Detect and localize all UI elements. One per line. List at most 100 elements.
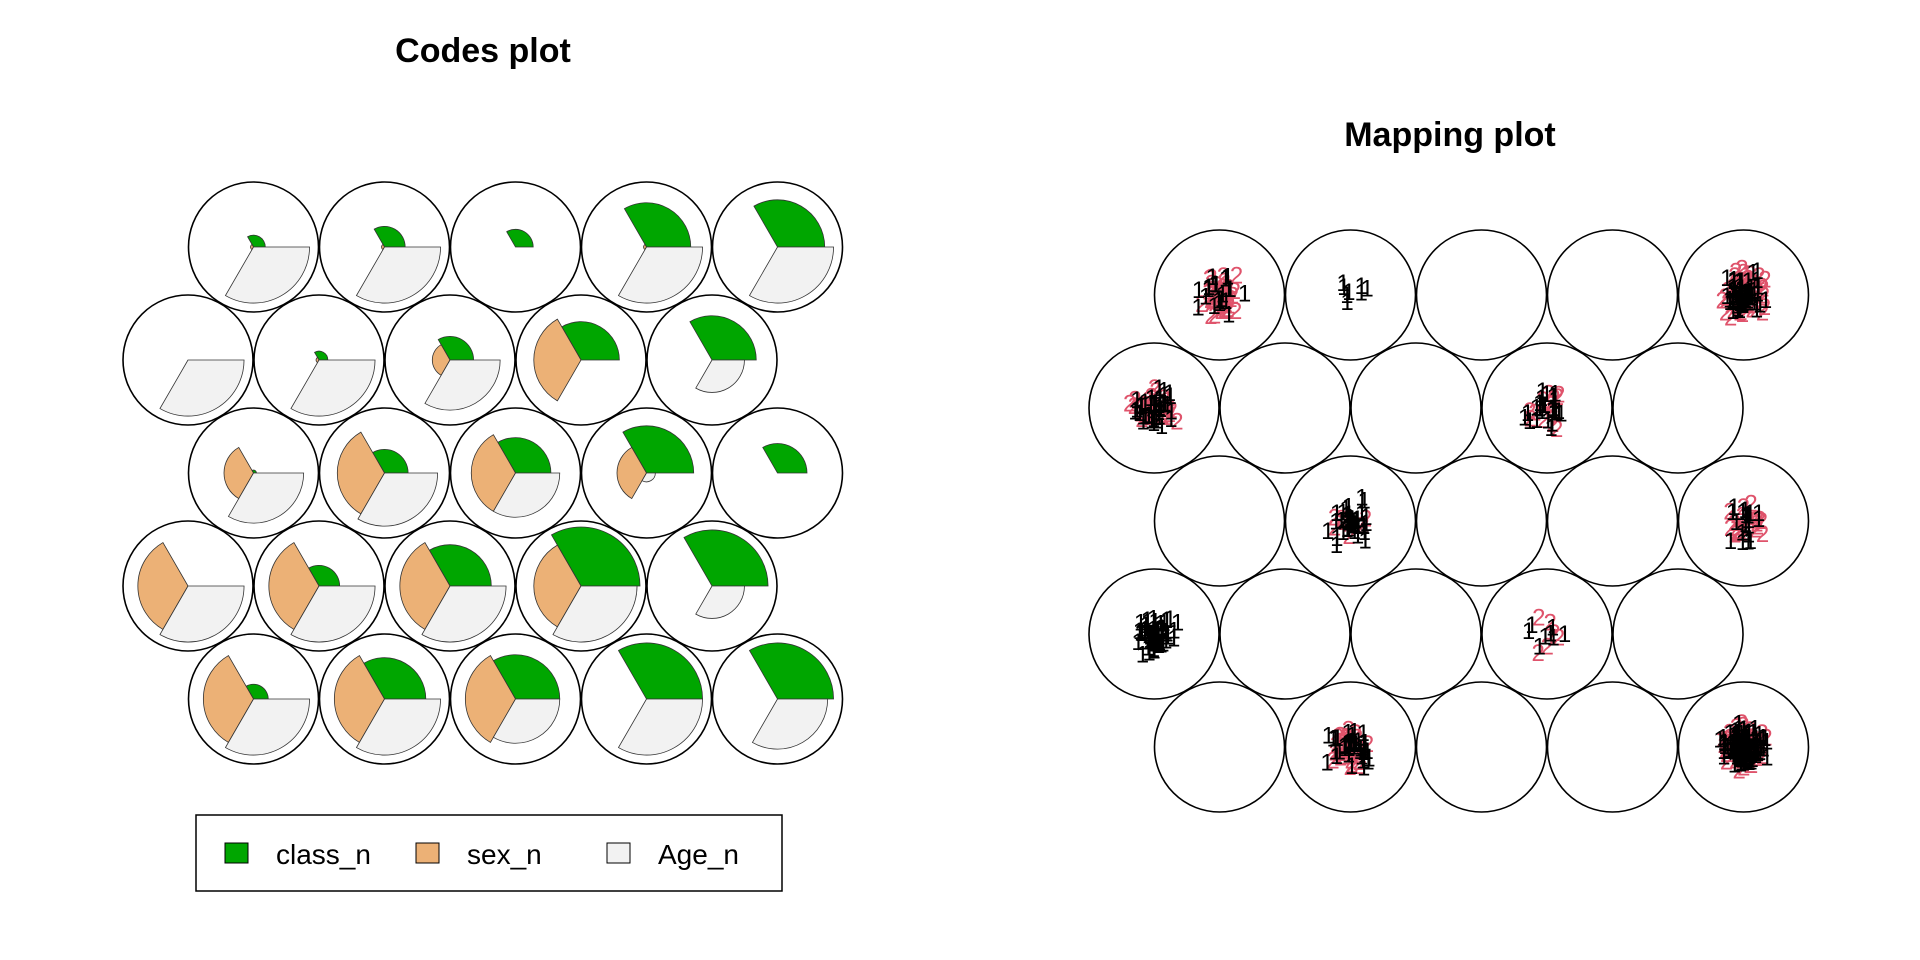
mapping-point-class-2: 2: [1128, 386, 1141, 413]
mapping-point-class-1: 1: [1139, 403, 1152, 430]
legend-label-sex-n: sex_n: [467, 839, 542, 870]
mapping-point-class-2: 2: [1739, 519, 1752, 546]
mapping-point-class-1: 1: [1342, 510, 1355, 537]
mapping-unit-r5-c1: [1153, 681, 1286, 813]
mapping-point-class-1: 1: [1327, 726, 1340, 753]
mapping-point-class-1: 1: [1537, 392, 1550, 419]
mapping-point-class-2: 2: [1148, 395, 1161, 422]
mapping-point-class-1: 1: [1751, 735, 1764, 762]
mapping-point-class-2: 2: [1341, 729, 1354, 756]
mapping-point-class-2: 2: [1743, 746, 1756, 773]
codes-segment-class-n-r5-c5: [748, 642, 834, 700]
mapping-point-class-1: 1: [1141, 609, 1154, 636]
mapping-point-class-2: 2: [1215, 278, 1228, 305]
mapping-point-class-1: 1: [1730, 738, 1743, 765]
mapping-point-class-1: 1: [1157, 378, 1170, 405]
mapping-point-class-1: 1: [1726, 289, 1739, 316]
legend-swatch-sex-n: [415, 842, 440, 864]
codes-segment-sex-n-r3-c3: [470, 434, 516, 512]
mapping-point-class-2: 2: [1732, 285, 1745, 312]
mapping-point-class-1: 1: [1349, 729, 1362, 756]
mapping-point-class-1: 1: [1756, 724, 1769, 751]
mapping-point-class-2: 2: [1536, 387, 1549, 414]
mapping-point-class-2: 2: [1727, 274, 1740, 301]
mapping-point-class-1: 1: [1139, 612, 1152, 639]
mapping-point-class-2: 2: [1211, 285, 1224, 312]
mapping-point-class-1: 1: [1731, 720, 1744, 747]
codes-segment-age-n-r1-c2: [355, 246, 441, 304]
mapping-point-class-2: 2: [1753, 507, 1766, 534]
mapping-point-class-1: 1: [1750, 731, 1763, 758]
mapping-point-class-2: 2: [1730, 723, 1743, 750]
mapping-point-class-2: 2: [1205, 271, 1218, 298]
mapping-point-class-1: 1: [1145, 385, 1158, 412]
mapping-point-class-2: 2: [1736, 737, 1749, 764]
legend-label-age-n: Age_n: [658, 839, 739, 870]
mapping-point-class-1: 1: [1544, 415, 1557, 442]
mapping-point-class-1: 1: [1147, 392, 1160, 419]
mapping-point-class-1: 1: [1742, 739, 1755, 766]
mapping-point-class-1: 1: [1340, 502, 1353, 529]
mapping-point-class-1: 1: [1723, 287, 1736, 314]
mapping-point-class-1: 1: [1213, 290, 1226, 317]
mapping-point-class-1: 1: [1740, 734, 1753, 761]
mapping-point-class-1: 1: [1757, 736, 1770, 763]
mapping-point-class-2: 2: [1541, 634, 1554, 661]
codes-segment-age-n-r3-c4: [641, 472, 656, 483]
mapping-unit-r4-c4: [1481, 568, 1613, 700]
mapping-point-class-1: 1: [1740, 725, 1753, 752]
mapping-point-class-2: 2: [1213, 286, 1226, 313]
mapping-point-class-2: 2: [1730, 729, 1743, 756]
mapping-point-class-1: 1: [1135, 393, 1148, 420]
mapping-point-class-1: 1: [1547, 624, 1560, 651]
mapping-point-class-2: 2: [1228, 278, 1241, 305]
mapping-point-class-1: 1: [1153, 403, 1166, 430]
mapping-point-class-1: 1: [1734, 278, 1747, 305]
mapping-point-class-1: 1: [1744, 748, 1757, 775]
mapping-point-class-1: 1: [1151, 632, 1164, 659]
mapping-point-class-1: 1: [1342, 741, 1355, 768]
codes-segment-class-n-r4-c3: [428, 544, 492, 587]
mapping-point-class-2: 2: [1717, 732, 1730, 759]
mapping-point-class-1: 1: [1730, 293, 1743, 320]
mapping-point-class-1: 1: [1340, 282, 1353, 309]
mapping-point-class-1: 1: [1352, 513, 1365, 540]
mapping-point-class-1: 1: [1130, 387, 1143, 414]
mapping-point-class-2: 2: [1743, 720, 1756, 747]
mapping-point-class-2: 2: [1334, 736, 1347, 763]
mapping-point-class-2: 2: [1230, 263, 1243, 290]
mapping-point-class-2: 2: [1349, 720, 1362, 747]
mapping-point-class-1: 1: [1355, 500, 1368, 527]
mapping-point-class-1: 1: [1726, 730, 1739, 757]
mapping-point-class-2: 2: [1209, 284, 1222, 311]
mapping-point-class-1: 1: [1219, 266, 1232, 293]
mapping-point-class-1: 1: [1733, 737, 1746, 764]
mapping-point-class-1: 1: [1731, 742, 1744, 769]
mapping-point-class-2: 2: [1728, 284, 1741, 311]
mapping-point-class-1: 1: [1336, 270, 1349, 297]
mapping-point-class-1: 1: [1150, 626, 1163, 653]
mapping-point-class-1: 1: [1134, 610, 1147, 637]
mapping-point-class-2: 2: [1207, 280, 1220, 307]
legend-label-class-n: class_n: [276, 839, 371, 870]
mapping-point-class-1: 1: [1541, 407, 1554, 434]
mapping-point-class-1: 1: [1206, 264, 1219, 291]
mapping-point-class-1: 1: [1742, 719, 1755, 746]
mapping-point-class-1: 1: [1735, 720, 1748, 747]
mapping-point-class-2: 2: [1745, 268, 1758, 295]
mapping-point-class-2: 2: [1532, 604, 1545, 631]
mapping-point-class-2: 2: [1551, 384, 1564, 411]
mapping-point-class-2: 2: [1729, 293, 1742, 320]
mapping-point-class-1: 1: [1735, 728, 1748, 755]
mapping-point-class-2: 2: [1739, 732, 1752, 759]
mapping-point-class-2: 2: [1729, 732, 1742, 759]
mapping-point-class-2: 2: [1720, 727, 1733, 754]
mapping-point-class-1: 1: [1359, 738, 1372, 765]
mapping-point-class-2: 2: [1755, 508, 1768, 535]
mapping-point-class-2: 2: [1750, 745, 1763, 772]
mapping-point-class-1: 1: [1549, 399, 1562, 426]
codes-segment-age-n-r5-c5: [751, 698, 829, 750]
mapping-point-class-2: 2: [1731, 721, 1744, 748]
mapping-point-class-2: 2: [1229, 298, 1242, 325]
mapping-point-class-2: 2: [1734, 726, 1747, 753]
